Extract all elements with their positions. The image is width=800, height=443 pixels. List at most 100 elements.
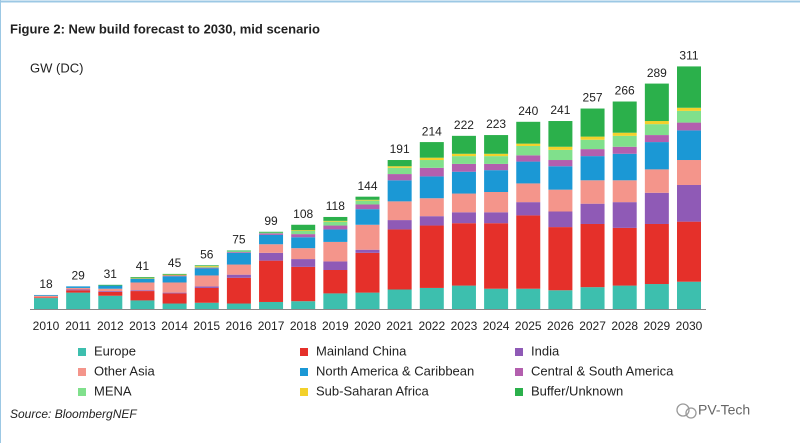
bar-segment (677, 160, 701, 185)
bar-segment (484, 212, 509, 224)
bar-segment (355, 249, 380, 253)
total-label: 241 (550, 103, 570, 117)
bar-segment (612, 132, 637, 136)
bar-segment (98, 288, 123, 292)
bar-segment (66, 292, 91, 309)
bar-segment (612, 101, 637, 133)
bar-segment (677, 107, 701, 111)
bar-segment (451, 171, 476, 194)
bar-segment (516, 215, 541, 289)
bar-segment (419, 287, 444, 309)
x-tick-label: 2019 (322, 319, 349, 333)
legend-swatch (515, 348, 523, 356)
bar-segment (516, 143, 541, 146)
total-label: 18 (39, 277, 53, 291)
bar-segment (226, 251, 251, 253)
bar-segment (644, 135, 669, 143)
x-tick-label: 2011 (65, 319, 91, 333)
bar-segment (580, 108, 605, 137)
bar-segment (451, 212, 476, 224)
x-tick-label: 2024 (483, 319, 510, 333)
bar-segment (580, 203, 605, 224)
bar-segment (323, 293, 348, 309)
x-tick-label: 2016 (226, 319, 253, 333)
bar-segment (34, 294, 58, 296)
bar-segment (612, 153, 637, 181)
bar-segment (516, 161, 541, 184)
source: Source: BloombergNEF (10, 407, 137, 421)
bar-segment (548, 160, 573, 167)
bar-segment (516, 288, 541, 309)
x-tick-label: 2013 (129, 319, 156, 333)
bar-segment (387, 167, 412, 175)
bar-segment (644, 142, 669, 170)
legend-swatch (300, 368, 308, 376)
bar-segment (98, 295, 123, 309)
bar-segment (451, 285, 476, 309)
bar-segment (194, 267, 219, 269)
total-label: 29 (71, 269, 85, 283)
bar-segment (355, 196, 380, 200)
bar-segment (34, 297, 58, 299)
bar-segment (130, 291, 155, 301)
bar-segment (259, 244, 284, 253)
total-label: 214 (422, 124, 442, 138)
bar-segment (355, 204, 380, 210)
total-label: 257 (583, 91, 603, 105)
bar-segment (130, 282, 155, 291)
bar-segment (259, 232, 284, 234)
bar-segment (226, 252, 251, 253)
bar-segment (34, 298, 58, 309)
bar-segment (612, 285, 637, 309)
legend-swatch (300, 348, 308, 356)
bar-segment (548, 146, 573, 150)
bar-segment (98, 291, 123, 292)
total-label: 144 (357, 179, 377, 193)
legend-label: Sub-Saharan Africa (316, 383, 430, 398)
bar-segment (484, 163, 509, 171)
legend-swatch (515, 388, 523, 396)
bar-segment (677, 221, 701, 282)
bar-segment (130, 277, 155, 278)
x-tick-label: 2017 (258, 319, 285, 333)
bar-segment (580, 139, 605, 150)
bar-segment (226, 277, 251, 304)
bar-segment (226, 274, 251, 278)
bar-segment (323, 270, 348, 294)
bar-segment (66, 287, 91, 290)
x-tick-label: 2028 (611, 319, 638, 333)
x-tick-label: 2023 (451, 319, 478, 333)
bar-segment (612, 227, 637, 286)
bar-segment (548, 121, 573, 147)
bar-segment (580, 149, 605, 157)
bar-segment (516, 121, 541, 144)
total-label: 41 (136, 259, 150, 273)
bar-segment (194, 265, 219, 267)
x-tick-label: 2021 (386, 319, 413, 333)
bar-segment (484, 153, 509, 157)
bar-segment (98, 291, 123, 296)
bar-segment (162, 293, 187, 304)
bar-segment (226, 264, 251, 275)
bar-segment (419, 157, 444, 161)
bar-segment (484, 135, 509, 154)
bar-segment (355, 200, 380, 205)
bar-segment (419, 160, 444, 168)
bar-segment (194, 275, 219, 287)
bar-segment (130, 277, 155, 279)
bar-segment (355, 224, 380, 250)
bar-segment (580, 136, 605, 140)
bar-segment (387, 174, 412, 181)
bar-segment (323, 229, 348, 242)
x-tick-label: 2014 (161, 319, 188, 333)
bar-segment (162, 303, 187, 309)
bar-segment (451, 153, 476, 157)
bar-segment (355, 209, 380, 225)
bar-segment (130, 278, 155, 283)
bar-segment (355, 199, 380, 201)
x-tick-label: 2027 (579, 319, 606, 333)
bar-segment (130, 290, 155, 292)
bar-segment (226, 252, 251, 265)
bar-segment (226, 250, 251, 252)
legend-label: Other Asia (94, 363, 155, 378)
